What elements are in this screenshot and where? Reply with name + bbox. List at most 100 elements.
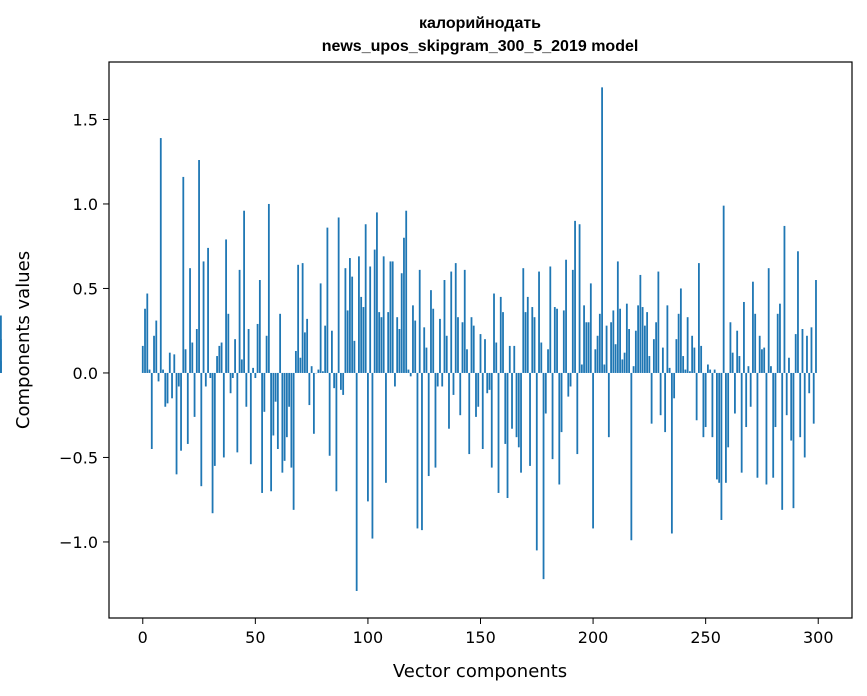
bar-60	[276, 372, 279, 449]
bar-259	[725, 372, 727, 483]
bar-11	[166, 372, 169, 404]
bar-283	[779, 303, 781, 373]
bar-151	[481, 372, 484, 449]
bar-110	[389, 261, 392, 373]
bar-267	[743, 301, 745, 373]
bar-6	[155, 320, 158, 373]
bar-8	[159, 138, 162, 373]
bar-12	[168, 352, 171, 373]
bar-96	[358, 256, 360, 373]
bar-121	[414, 320, 417, 373]
bar-216	[628, 329, 630, 373]
bar-221	[639, 274, 642, 373]
bar-232	[664, 372, 667, 433]
bar-251	[707, 364, 709, 373]
bar-92	[349, 258, 351, 373]
bar-132	[439, 318, 441, 373]
bar-122	[416, 372, 419, 529]
bar-196	[583, 305, 585, 373]
bar-128	[430, 290, 432, 373]
bar-109	[387, 312, 390, 373]
bar-47	[247, 329, 250, 373]
bar-155	[490, 372, 493, 468]
bar-30	[209, 372, 212, 379]
bar-150	[479, 334, 482, 373]
bar-293	[801, 329, 804, 373]
y-tick-label: 0.0	[73, 364, 98, 383]
bar-289	[792, 372, 795, 509]
x-tick-label: 200	[578, 628, 609, 647]
bar-189	[567, 372, 570, 397]
bar-141	[459, 372, 462, 416]
bar-69	[297, 264, 300, 373]
bar-147	[472, 325, 475, 373]
bar-72	[303, 332, 306, 373]
bar-64	[285, 372, 288, 438]
bar-179	[544, 372, 547, 414]
bar-101	[369, 266, 372, 373]
bar-51	[256, 323, 259, 373]
bar-137	[450, 271, 453, 373]
bar-208	[610, 322, 612, 373]
bar-183	[553, 307, 556, 373]
bar-55	[265, 335, 268, 373]
bar-146	[470, 317, 473, 373]
bar-184	[556, 308, 558, 373]
bar-58	[272, 372, 275, 436]
bar-44	[240, 359, 243, 373]
bar-280	[772, 372, 775, 478]
bar-106	[380, 317, 383, 373]
bar-277	[765, 372, 768, 485]
bar-161	[504, 372, 507, 444]
bar-99	[364, 224, 367, 373]
bar-229	[657, 271, 660, 373]
bar-290	[794, 334, 797, 373]
bar-100	[367, 372, 369, 502]
bar-190	[569, 372, 572, 387]
bar-140	[457, 317, 459, 373]
bar-142	[461, 322, 464, 373]
bar-244	[691, 335, 694, 373]
bar-154	[488, 372, 491, 390]
bar-211	[616, 261, 619, 373]
bar-156	[493, 293, 495, 373]
bar-218	[632, 366, 635, 373]
bar-240	[682, 356, 685, 373]
chart-subtitle: news_upos_skipgram_300_5_2019 model	[322, 38, 639, 55]
bar-163	[508, 345, 511, 373]
bar-67	[292, 372, 295, 510]
bar-68	[294, 350, 297, 373]
bar-205	[603, 364, 606, 373]
bar-248	[700, 345, 703, 373]
bar-279	[770, 366, 772, 373]
bar-224	[646, 312, 649, 373]
bar-138	[452, 372, 455, 395]
bar-25	[198, 160, 200, 373]
bar-246	[695, 372, 698, 421]
bar-295	[806, 335, 808, 373]
bar-143	[463, 269, 466, 373]
bar-98	[362, 307, 365, 373]
bar-53	[261, 372, 263, 493]
bar-162	[506, 372, 509, 499]
x-tick-label: 0	[138, 628, 148, 647]
bar-133	[441, 372, 444, 387]
bar-124	[421, 372, 423, 531]
bar-undefined	[0, 339, 2, 373]
bar-39	[229, 372, 232, 394]
x-axis-label: Vector components	[393, 661, 567, 682]
bar-144	[466, 349, 468, 373]
bar-82	[326, 227, 329, 373]
bar-272	[754, 313, 757, 373]
bar-169	[522, 268, 525, 373]
bar-274	[758, 335, 761, 373]
bar-185	[558, 372, 561, 485]
bar-125	[423, 327, 426, 373]
bar-42	[236, 372, 239, 453]
bar-18	[182, 176, 185, 373]
bar-220	[637, 305, 640, 373]
bar-187	[562, 310, 565, 373]
bar-284	[781, 372, 784, 510]
x-tick-label: 150	[465, 628, 496, 647]
bar-129	[432, 308, 435, 373]
